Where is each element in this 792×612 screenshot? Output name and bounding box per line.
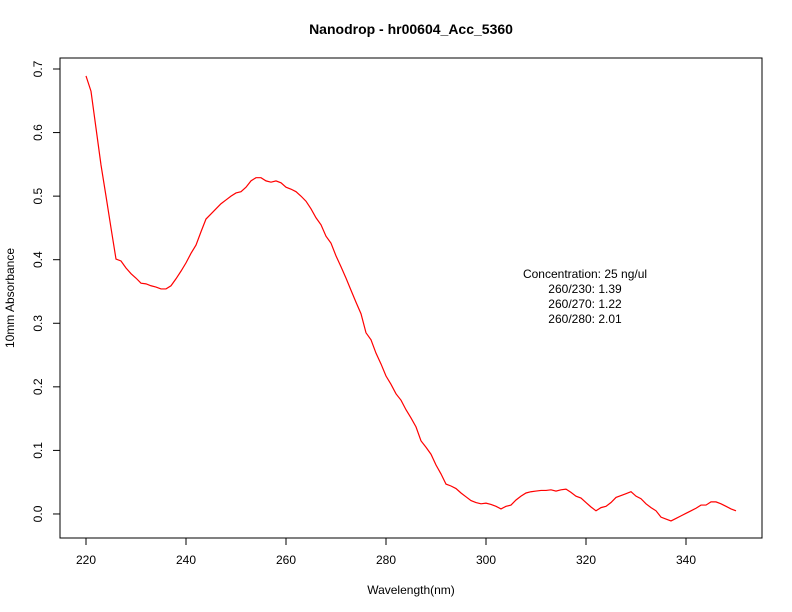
data-line xyxy=(85,75,737,522)
y-tick-label: 0.0 xyxy=(31,505,45,522)
y-tick-label: 0.7 xyxy=(31,60,45,77)
x-tick-label: 240 xyxy=(176,553,196,567)
annotation: Concentration: 25 ng/ul xyxy=(523,267,647,281)
y-tick-label: 0.3 xyxy=(31,315,45,332)
y-axis-label: 10mm Absorbance xyxy=(3,248,17,348)
y-tick-label: 0.5 xyxy=(31,187,45,204)
x-tick-label: 300 xyxy=(476,553,496,567)
x-axis-label: Wavelength(nm) xyxy=(367,583,455,597)
annotation: 260/280: 2.01 xyxy=(548,312,622,326)
annotation: 260/270: 1.22 xyxy=(548,297,622,311)
x-tick-label: 220 xyxy=(76,553,96,567)
x-tick-label: 260 xyxy=(276,553,296,567)
y-tick-label: 0.1 xyxy=(31,442,45,459)
plot-frame xyxy=(59,57,763,539)
y-tick-label: 0.6 xyxy=(31,124,45,141)
y-tick-label: 0.4 xyxy=(31,251,45,268)
x-tick-label: 320 xyxy=(576,553,596,567)
y-tick-label: 0.2 xyxy=(31,378,45,395)
chart-title: Nanodrop - hr00604_Acc_5360 xyxy=(309,21,513,37)
annotation: 260/230: 1.39 xyxy=(548,282,622,296)
x-tick-label: 280 xyxy=(376,553,396,567)
x-tick-label: 340 xyxy=(676,553,696,567)
